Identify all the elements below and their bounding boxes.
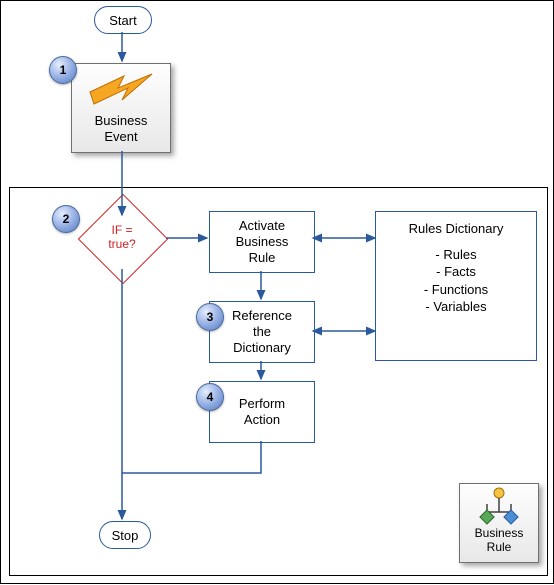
- rule-icon: [460, 484, 538, 526]
- badge-2: 2: [52, 205, 80, 233]
- badge-1-text: 1: [60, 63, 67, 77]
- badge-4: 4: [196, 383, 224, 411]
- business-rule-panel: Business Rule: [459, 483, 539, 563]
- business-event-label-1: Business: [95, 113, 148, 128]
- dict-item-1: - Facts: [376, 263, 536, 281]
- business-event-label-2: Event: [104, 129, 137, 144]
- badge-3: 3: [196, 303, 224, 331]
- decision-label-1: IF =: [111, 223, 132, 237]
- start-node: Start: [94, 6, 152, 34]
- decision-label-2: true?: [108, 237, 135, 251]
- rules-dictionary-node: Rules Dictionary - Rules - Facts - Funct…: [375, 211, 537, 361]
- dict-item-0: - Rules: [376, 246, 536, 264]
- reference-l3: Dictionary: [233, 340, 291, 355]
- badge-1: 1: [49, 56, 77, 84]
- perform-node: Perform Action: [209, 381, 315, 443]
- badge-2-text: 2: [63, 212, 70, 226]
- reference-l2: the: [253, 324, 271, 339]
- business-rule-label-1: Business: [475, 526, 524, 540]
- activate-node: Activate Business Rule: [209, 211, 315, 273]
- dict-item-3: - Variables: [376, 298, 536, 316]
- stop-label: Stop: [112, 528, 139, 543]
- start-label: Start: [109, 13, 136, 28]
- dict-title: Rules Dictionary: [376, 220, 536, 238]
- reference-l1: Reference: [232, 308, 292, 323]
- perform-l2: Action: [244, 412, 280, 427]
- flowchart-canvas: Start Business Event 1 2 3 4 IF = true? …: [0, 0, 554, 584]
- activate-l1: Activate: [239, 218, 285, 233]
- lightning-icon: [72, 64, 170, 112]
- dict-item-2: - Functions: [376, 281, 536, 299]
- badge-4-text: 4: [207, 390, 214, 404]
- activate-l3: Rule: [249, 250, 276, 265]
- business-event-panel: Business Event: [71, 63, 171, 153]
- business-rule-label-2: Rule: [487, 540, 512, 554]
- badge-3-text: 3: [207, 310, 214, 324]
- stop-node: Stop: [99, 521, 151, 549]
- reference-node: Reference the Dictionary: [209, 301, 315, 363]
- decision-node: IF = true?: [91, 207, 153, 269]
- activate-l2: Business: [236, 234, 289, 249]
- perform-l1: Perform: [239, 396, 285, 411]
